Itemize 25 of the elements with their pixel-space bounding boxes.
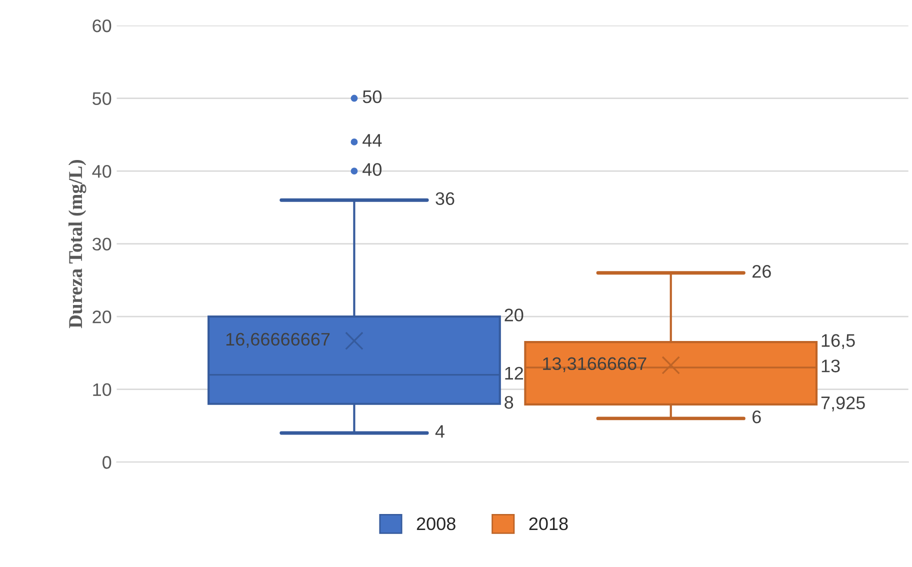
annotation: 50 xyxy=(362,90,382,104)
y-tick-label: 50 xyxy=(92,92,112,105)
y-tick-label: 10 xyxy=(93,383,112,396)
annotation: 13,31666667 xyxy=(543,357,646,372)
annotation: 20 xyxy=(504,308,524,322)
annotation: 40 xyxy=(362,163,382,176)
annotation: 7,925 xyxy=(821,396,865,412)
annotation: 8 xyxy=(504,396,514,409)
annotation: 16,66666667 xyxy=(226,332,330,348)
y-tick-label: 20 xyxy=(92,310,112,324)
y-tick-label: 40 xyxy=(92,164,112,178)
annotation: 4 xyxy=(435,425,444,438)
annotation: 6 xyxy=(752,410,761,424)
annotation: 26 xyxy=(752,264,771,278)
annotation: 44 xyxy=(362,134,382,147)
annotation: 36 xyxy=(436,192,454,205)
annotation: 12 xyxy=(505,366,524,380)
y-tick-label: 30 xyxy=(92,238,112,251)
legend-label: 2008 xyxy=(416,517,456,530)
legend-label: 2018 xyxy=(529,517,568,530)
y-tick-label: 60 xyxy=(92,19,112,32)
y-tick-label: 0 xyxy=(102,456,112,469)
annotation: 16,5 xyxy=(822,334,855,350)
annotation: 13 xyxy=(822,360,840,372)
y-axis-title: Dureza Total (mg/L) xyxy=(68,160,86,328)
